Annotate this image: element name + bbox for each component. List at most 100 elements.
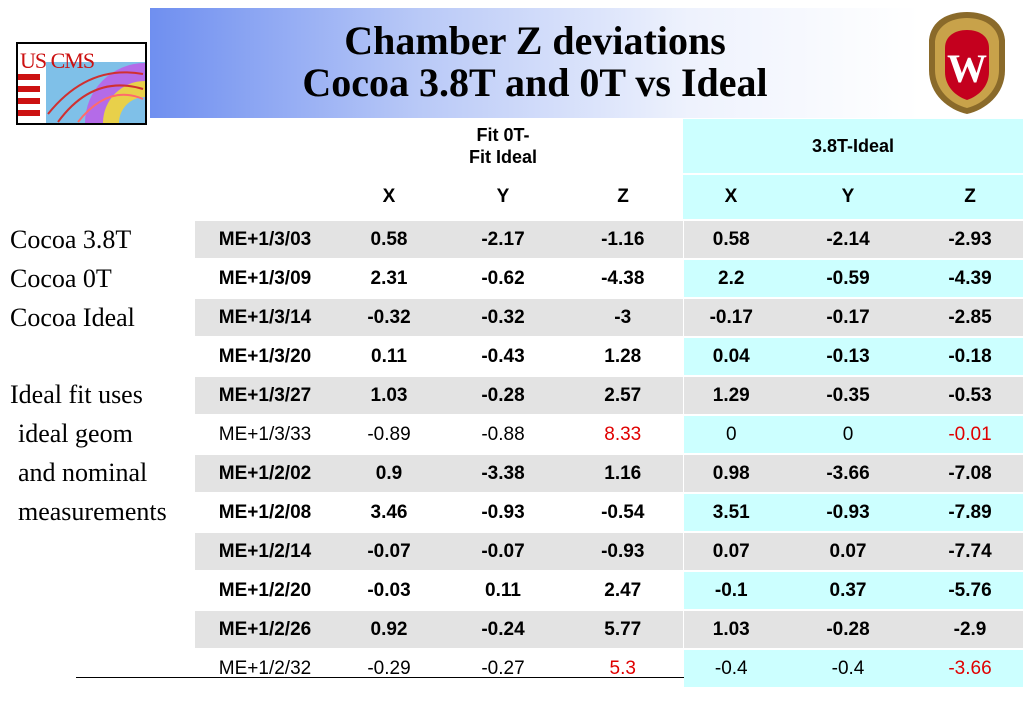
table-cell: -2.9 <box>917 610 1023 650</box>
title-banner: Chamber Z deviations Cocoa 3.8T and 0T v… <box>150 8 920 118</box>
notes-spacer <box>10 337 167 375</box>
table-cell: -0.59 <box>779 259 917 299</box>
us-cms-logo-text: US CMS <box>20 48 95 73</box>
table-cell: -3.66 <box>917 649 1023 689</box>
row-label: ME+1/3/03 <box>195 220 335 260</box>
table-row: ME+1/3/03 0.58 -2.17 -1.16 0.58 -2.14 -2.93 <box>195 220 1023 260</box>
deviations-table: Fit 0T- Fit Ideal 3.8T-Ideal X Y Z X Y Z… <box>195 119 1023 689</box>
table-cell: 2.31 <box>335 259 443 299</box>
table-cell: 2.2 <box>682 259 779 299</box>
table-row: ME+1/3/27 1.03 -0.28 2.57 1.29 -0.35 -0.53 <box>195 376 1023 416</box>
table-cell: -7.08 <box>917 454 1023 494</box>
table-cell: 3.51 <box>682 493 779 533</box>
table-cell: -2.93 <box>917 220 1023 260</box>
table-cell: 5.3 <box>563 649 683 689</box>
uw-crest-letter: W <box>947 46 987 91</box>
column-header-y2: Y <box>779 174 917 221</box>
table-row: ME+1/2/20 -0.03 0.11 2.47 -0.1 0.37 -5.76 <box>195 571 1023 611</box>
table-cell: -0.24 <box>443 610 563 650</box>
table-cell: 0 <box>779 415 917 455</box>
column-header-row: X Y Z X Y Z <box>195 174 1023 221</box>
table-row: ME+1/2/02 0.9 -3.38 1.16 0.98 -3.66 -7.08 <box>195 454 1023 494</box>
table-cell: 0.92 <box>335 610 443 650</box>
table-cell: -0.88 <box>443 415 563 455</box>
table-cell: -0.4 <box>779 649 917 689</box>
note-cocoa-ideal: Cocoa Ideal <box>10 303 135 332</box>
table-cell: -0.28 <box>779 610 917 650</box>
column-header-z2: Z <box>917 174 1023 221</box>
table-cell: -0.89 <box>335 415 443 455</box>
table-cell: -0.01 <box>917 415 1023 455</box>
table-cell: -0.4 <box>682 649 779 689</box>
table-cell: 1.03 <box>682 610 779 650</box>
table-row: ME+1/2/08 3.46 -0.93 -0.54 3.51 -0.93 -7.89 <box>195 493 1023 533</box>
table-cell: -0.03 <box>335 571 443 611</box>
table-cell: -3 <box>563 298 683 338</box>
table-cell: -0.43 <box>443 337 563 377</box>
table-cell: -0.28 <box>443 376 563 416</box>
table-cell: -0.27 <box>443 649 563 689</box>
table-cell: -4.39 <box>917 259 1023 299</box>
table-cell: -0.35 <box>779 376 917 416</box>
table-cell: 1.28 <box>563 337 683 377</box>
note-cocoa-0t: Cocoa 0T <box>10 264 112 293</box>
group-header-38t: 3.8T-Ideal <box>683 119 1023 175</box>
table-cell: -0.13 <box>779 337 917 377</box>
note-ideal-fit: Ideal fit uses <box>10 380 143 409</box>
column-header-z1: Z <box>563 174 683 221</box>
row-label: ME+1/2/26 <box>195 610 335 650</box>
table-cell: 0 <box>682 415 779 455</box>
table-cell: -3.38 <box>443 454 563 494</box>
us-cms-logo: US CMS <box>16 42 147 125</box>
table-cell: -2.14 <box>779 220 917 260</box>
table-cell: -0.17 <box>682 298 779 338</box>
column-header-x1: X <box>335 174 443 221</box>
group-header-spacer <box>335 119 443 175</box>
table-cell: 2.57 <box>563 376 683 416</box>
strike-through-line <box>76 677 684 678</box>
table-cell: 0.58 <box>335 220 443 260</box>
table-cell: -1.16 <box>563 220 683 260</box>
uw-crest-logo: W <box>925 10 1009 115</box>
group-header-fit0t-line2: Fit Ideal <box>468 147 537 167</box>
table-cell: 8.33 <box>563 415 683 455</box>
row-label: ME+1/3/20 <box>195 337 335 377</box>
table-cell: -0.93 <box>779 493 917 533</box>
table-cell: 0.98 <box>682 454 779 494</box>
table-cell: -3.66 <box>779 454 917 494</box>
table-cell: -0.17 <box>779 298 917 338</box>
table-cell: 2.47 <box>563 571 683 611</box>
table-cell: 0.07 <box>779 532 917 572</box>
table-cell: -0.93 <box>563 532 683 572</box>
table-cell: 0.07 <box>682 532 779 572</box>
row-label: ME+1/2/32 <box>195 649 335 689</box>
table-row: ME+1/2/14 -0.07 -0.07 -0.93 0.07 0.07 -7.74 <box>195 532 1023 572</box>
table-cell: -7.89 <box>917 493 1023 533</box>
table-cell: -0.54 <box>563 493 683 533</box>
table-cell: -7.74 <box>917 532 1023 572</box>
note-measurements: measurements <box>18 497 167 526</box>
row-label: ME+1/3/09 <box>195 259 335 299</box>
table-cell: 5.77 <box>563 610 683 650</box>
note-ideal-geom: ideal geom <box>18 419 133 448</box>
table-cell: -0.07 <box>335 532 443 572</box>
table-cell: -2.85 <box>917 298 1023 338</box>
row-label: ME+1/2/14 <box>195 532 335 572</box>
table-cell: -0.1 <box>682 571 779 611</box>
row-label: ME+1/3/14 <box>195 298 335 338</box>
table-cell: -0.53 <box>917 376 1023 416</box>
table-cell: -5.76 <box>917 571 1023 611</box>
table-cell: -4.38 <box>563 259 683 299</box>
legend-notes: Cocoa 3.8T Cocoa 0T Cocoa Ideal Ideal fi… <box>10 220 167 531</box>
page-title-line1: Chamber Z deviations <box>344 18 726 63</box>
table-cell: 1.29 <box>682 376 779 416</box>
table-row: ME+1/2/32 -0.29 -0.27 5.3 -0.4 -0.4 -3.66 <box>195 649 1023 689</box>
table-cell: -0.32 <box>335 298 443 338</box>
table-cell: -2.17 <box>443 220 563 260</box>
row-label: ME+1/3/27 <box>195 376 335 416</box>
table-cell: -0.32 <box>443 298 563 338</box>
group-header-fit0t: Fit 0T- Fit Ideal <box>443 119 563 175</box>
table-cell: -0.29 <box>335 649 443 689</box>
table-cell: 0.58 <box>682 220 779 260</box>
table-cell: 0.11 <box>443 571 563 611</box>
